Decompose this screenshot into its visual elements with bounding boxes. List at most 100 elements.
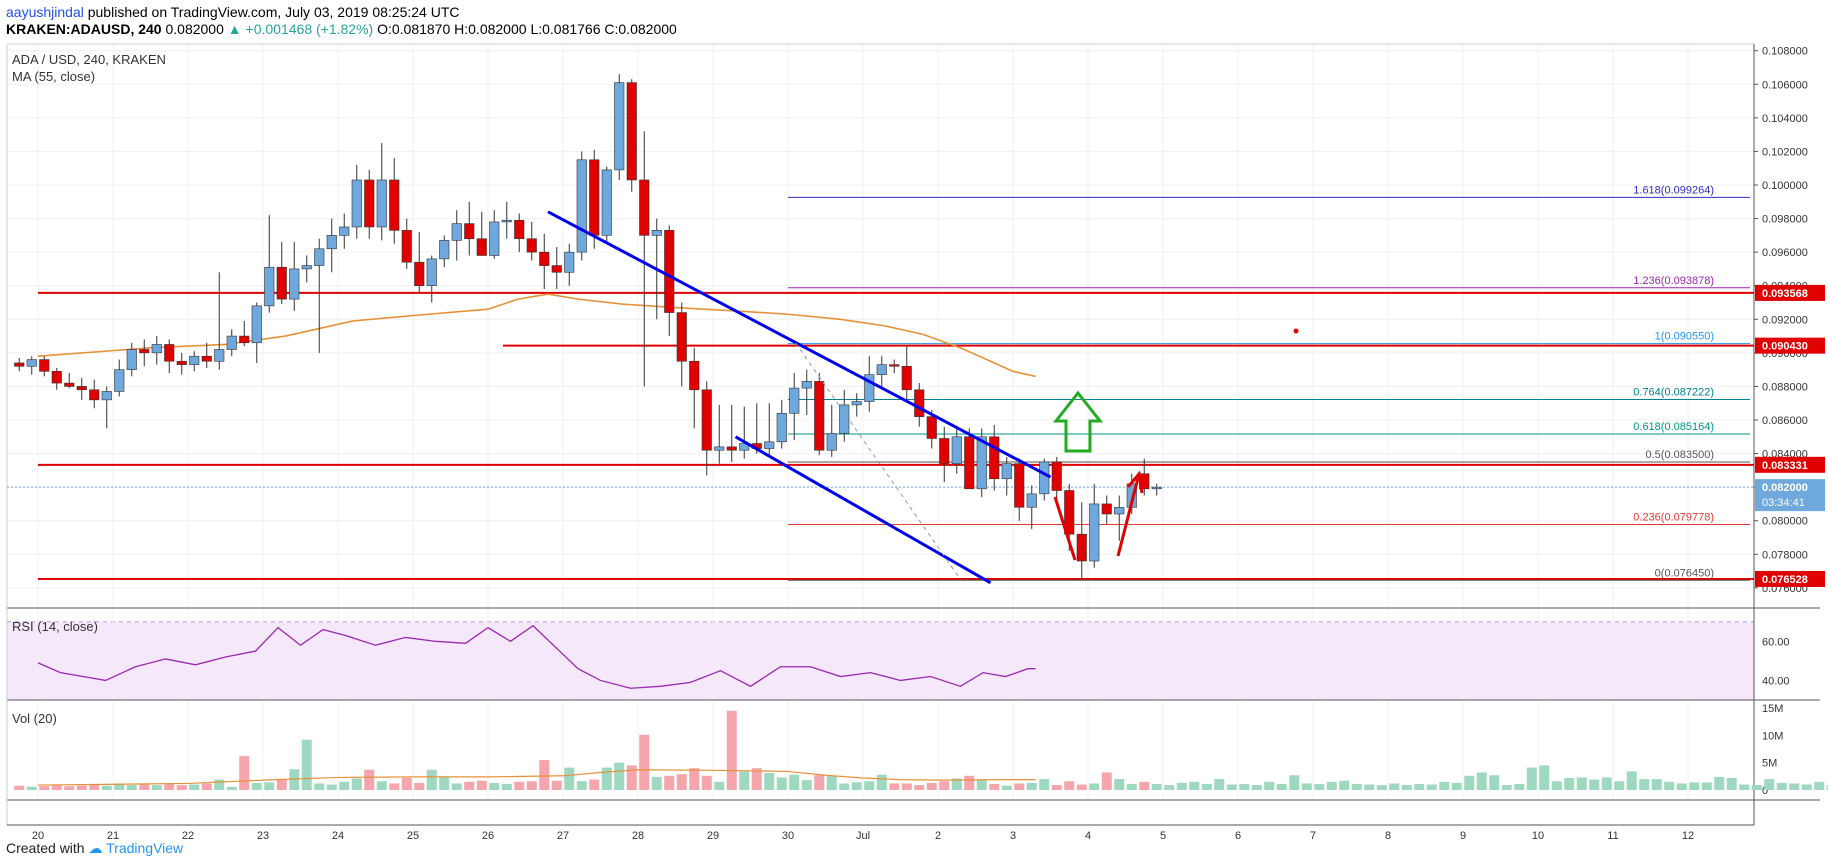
fib-level-label: 0.5(0.083500) <box>1646 449 1715 461</box>
time-tick-label: 25 <box>407 830 419 842</box>
symbol-line: KRAKEN:ADAUSD, 240 0.082000 ▲ +0.001468 … <box>6 21 677 37</box>
fib-level-label: 0.764(0.087222) <box>1633 386 1714 398</box>
candle-body <box>814 381 825 451</box>
rsi-line <box>37 624 1036 689</box>
fib-level-label: 1(0.090550) <box>1655 331 1714 343</box>
volume-bar <box>1676 783 1687 790</box>
candle-body <box>214 349 225 362</box>
tradingview-logo-icon: ☁ <box>88 840 103 856</box>
candle-body <box>26 359 37 367</box>
volume-bar <box>1664 781 1675 790</box>
volume-bar <box>1001 785 1012 790</box>
volume-bar <box>501 783 512 790</box>
author-link[interactable]: aayushjindal <box>6 4 84 20</box>
candle-body <box>76 386 87 391</box>
time-tick-label: 6 <box>1235 830 1241 842</box>
candle-body <box>976 436 987 490</box>
candle-body <box>126 349 137 370</box>
price-tick-label: 0.080000 <box>1762 516 1808 528</box>
volume-bar <box>1164 785 1175 790</box>
candle-body <box>1001 463 1012 480</box>
candle-body <box>989 436 1000 480</box>
volume-bar <box>814 775 825 790</box>
volume-bar <box>514 781 525 790</box>
volume-bar <box>826 775 837 790</box>
volume-bar <box>1314 783 1325 790</box>
volume-bar <box>126 785 137 790</box>
tradingview-brand-link[interactable]: TradingView <box>106 840 184 856</box>
candle-body <box>826 433 837 451</box>
volume-bar <box>839 783 850 790</box>
volume-bar <box>901 783 912 790</box>
candle-body <box>651 230 662 236</box>
volume-bar <box>1439 781 1450 790</box>
candle-body <box>926 416 937 439</box>
volume-bar <box>76 785 87 790</box>
volume-bar <box>1789 783 1800 790</box>
candle-body <box>289 268 300 300</box>
candle-body <box>839 404 850 434</box>
volume-bar <box>1401 785 1412 790</box>
volume-bar <box>151 785 162 790</box>
volume-bar <box>326 784 337 790</box>
ohlc-open: O:0.081870 <box>377 21 451 37</box>
last-price: 0.082000 <box>165 21 224 37</box>
volume-bar <box>1364 784 1375 790</box>
volume-bar <box>251 782 262 790</box>
candle-body <box>764 441 775 449</box>
volume-bar <box>1139 781 1150 790</box>
price-tick-label: 0.092000 <box>1762 314 1808 326</box>
candle-body <box>401 230 412 263</box>
time-tick-label: 23 <box>257 830 269 842</box>
volume-bar <box>89 784 100 790</box>
candle-body <box>89 389 100 401</box>
footer: Created with ☁ TradingView <box>6 840 183 857</box>
candle-body <box>526 238 537 253</box>
volume-bar <box>1339 780 1350 790</box>
volume-bar <box>239 756 250 790</box>
candle-body <box>901 365 912 391</box>
volume-bar <box>1039 779 1050 790</box>
volume-bar <box>1539 765 1550 790</box>
channel-upper-trendline <box>547 210 1052 479</box>
volume-bar <box>464 781 475 790</box>
volume-bar <box>564 767 575 790</box>
candle-body <box>264 266 275 307</box>
candle-body <box>414 261 425 287</box>
candle-body <box>614 82 625 171</box>
time-tick-label: 9 <box>1460 830 1466 842</box>
volume-bar <box>776 777 787 790</box>
volume-bar <box>1464 775 1475 790</box>
volume-bar <box>1801 784 1812 790</box>
candle-body <box>251 305 262 344</box>
volume-bar <box>1451 782 1462 790</box>
volume-bar <box>364 769 375 790</box>
symbol-name: KRAKEN:ADAUSD, 240 <box>6 21 162 37</box>
volume-bar <box>139 784 150 790</box>
time-tick-label: 24 <box>332 830 344 842</box>
fib-level-label: 1.236(0.093878) <box>1633 275 1714 287</box>
candle-body <box>151 344 162 354</box>
rsi-tick-label: 40.00 <box>1762 675 1790 687</box>
candle-body <box>464 223 475 240</box>
volume-bar <box>1589 779 1600 790</box>
volume-bar <box>1276 783 1287 790</box>
volume-bar <box>851 782 862 790</box>
volume-bar <box>1326 781 1337 790</box>
volume-bar <box>1114 779 1125 790</box>
volume-tick-label: 15M <box>1762 703 1783 715</box>
candle-body <box>164 344 175 362</box>
candle-body <box>701 389 712 451</box>
volume-bar <box>1764 779 1775 790</box>
volume-bar <box>551 780 562 790</box>
volume-bar <box>39 786 50 790</box>
time-tick-label: 10 <box>1532 830 1544 842</box>
countdown-label: 03:34:41 <box>1762 497 1805 509</box>
volume-bar <box>689 768 700 790</box>
volume-bar <box>1414 783 1425 790</box>
price-tick-label: 0.106000 <box>1762 79 1808 91</box>
candle-body <box>14 362 25 367</box>
candle-body <box>876 364 887 375</box>
volume-bar <box>1176 782 1187 790</box>
